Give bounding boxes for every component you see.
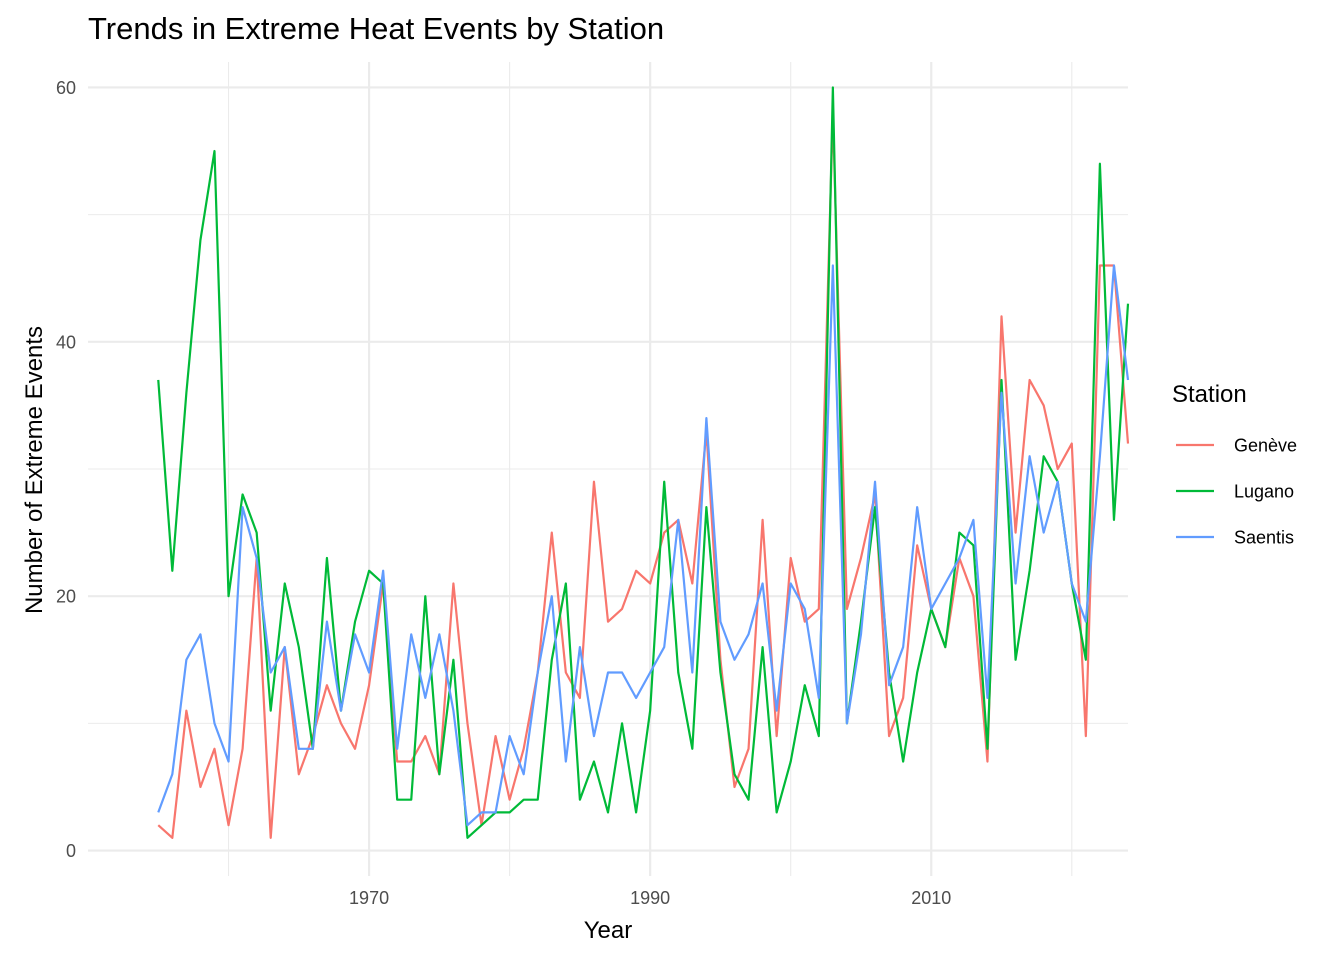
legend-label-geneve: Genève	[1234, 436, 1297, 456]
x-tick-label: 1990	[630, 888, 670, 908]
series-lines	[157, 86, 1130, 839]
minor-gridlines	[88, 62, 1128, 876]
y-tick-label: 0	[66, 841, 76, 861]
y-axis-title: Number of Extreme Events	[21, 326, 48, 614]
x-axis-title: Year	[584, 917, 633, 944]
y-tick-label: 60	[56, 78, 76, 98]
legend-label-saentis: Saentis	[1234, 528, 1294, 548]
series-line-lugano	[157, 86, 1130, 839]
chart-title: Trends in Extreme Heat Events by Station	[88, 11, 664, 46]
y-axis-tick-labels: 0 20 40 60	[56, 78, 76, 861]
y-tick-label: 40	[56, 332, 76, 352]
y-tick-label: 20	[56, 587, 76, 607]
legend-title: Station	[1172, 381, 1247, 408]
x-tick-label: 1970	[349, 888, 389, 908]
legend-label-lugano: Lugano	[1234, 482, 1294, 502]
x-axis-tick-labels: 1970 1990 2010	[349, 888, 951, 908]
series-line-geneve	[157, 111, 1130, 839]
legend: Station Genève Lugano Saentis	[1172, 381, 1297, 548]
x-tick-label: 2010	[911, 888, 951, 908]
series-line-saentis	[157, 264, 1130, 827]
